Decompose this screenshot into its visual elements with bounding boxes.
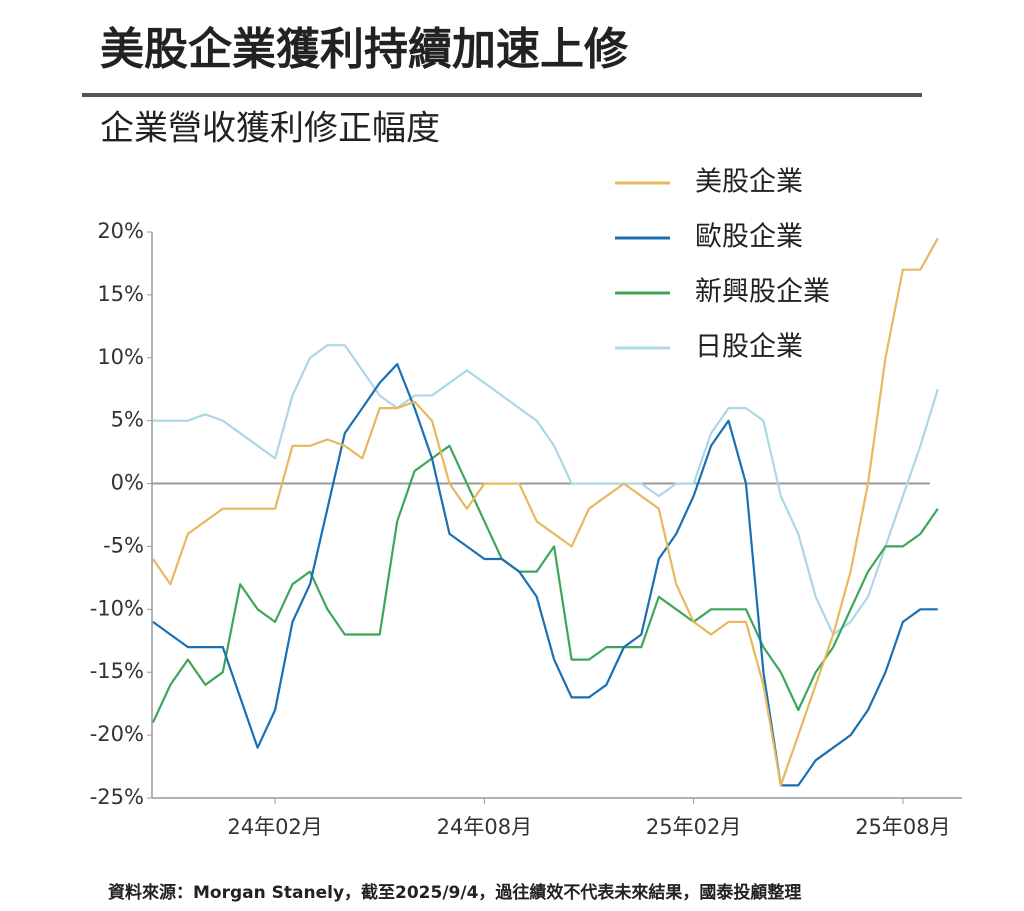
series-line (152, 444, 939, 723)
x-tick-label: 25年02月 (646, 815, 741, 839)
series-line (153, 344, 939, 636)
x-tick-label: 24年08月 (437, 815, 532, 839)
series-line (152, 237, 939, 787)
series-line (152, 363, 938, 787)
y-tick-label: -10% (90, 596, 144, 620)
y-tick-label: -5% (103, 533, 144, 557)
y-tick-label: 5% (111, 408, 144, 432)
legend-label: 新興股企業 (695, 277, 830, 308)
y-tick-label: 10% (97, 345, 144, 369)
legend-label: 日股企業 (695, 332, 803, 363)
source-note: 資料來源：Morgan Stanely，截至2025/9/4，過往績效不代表未來… (108, 882, 801, 903)
y-tick-label: 15% (97, 282, 144, 306)
y-tick-label: 0% (111, 471, 144, 495)
y-tick-label: 20% (97, 219, 144, 243)
legend-label: 美股企業 (695, 167, 803, 198)
x-tick-label: 24年02月 (227, 815, 322, 839)
y-tick-label: -25% (90, 785, 144, 809)
legend-label: 歐股企業 (695, 222, 803, 253)
chart-subtitle: 企業營收獲利修正幅度 (100, 109, 440, 149)
x-tick-label: 25年08月 (855, 815, 950, 839)
chart-title: 美股企業獲利持續加速上修 (100, 24, 629, 75)
y-tick-label: -15% (90, 659, 144, 683)
y-tick-label: -20% (90, 722, 144, 746)
